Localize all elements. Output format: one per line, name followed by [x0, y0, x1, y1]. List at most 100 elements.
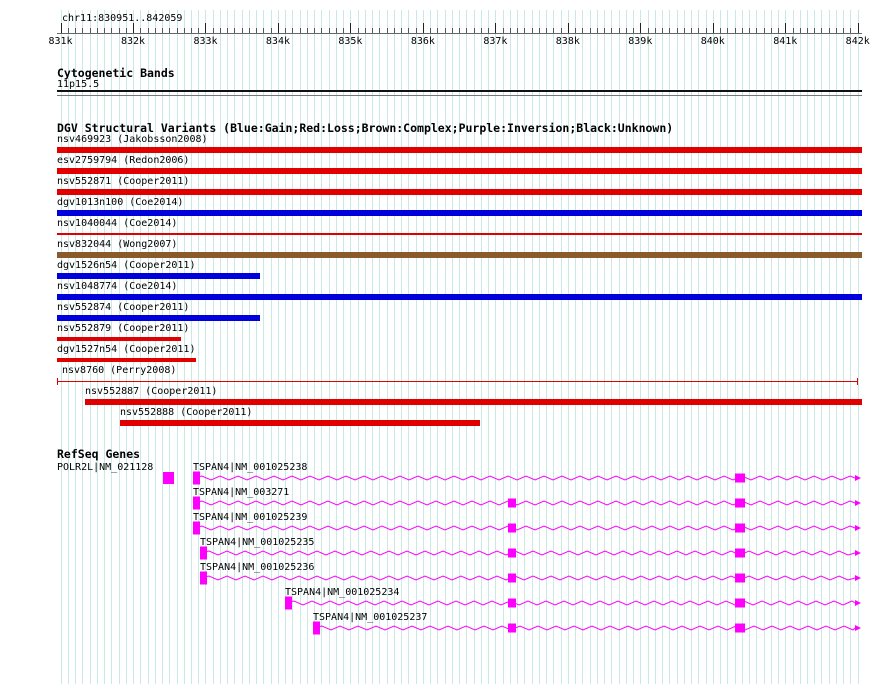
exon-box[interactable]: [735, 598, 745, 608]
grid-line: [763, 10, 765, 684]
variant-label[interactable]: dgv1013n100 (Coe2014): [57, 197, 184, 208]
ruler-tick: [190, 28, 192, 33]
variant-bar[interactable]: [57, 358, 196, 362]
grid-line: [125, 10, 127, 684]
variant-label[interactable]: nsv8760 (Perry2008): [62, 365, 177, 376]
grid-line: [205, 10, 207, 684]
grid-line: [495, 10, 497, 684]
variant-bar[interactable]: [57, 252, 862, 258]
exon-box[interactable]: [508, 498, 516, 508]
gene-label[interactable]: TSPAN4|NM_001025238: [193, 462, 308, 473]
ruler-tick: [219, 28, 221, 33]
variant-bar-end: [857, 378, 858, 385]
exon-box[interactable]: [200, 546, 207, 560]
exon-box[interactable]: [508, 623, 516, 633]
variant-bar[interactable]: [57, 381, 858, 382]
gene-glyph[interactable]: [192, 521, 861, 535]
exon-box[interactable]: [163, 472, 174, 484]
ruler-tick: [386, 28, 388, 33]
gene-label[interactable]: TSPAN4|NM_001025234: [285, 587, 400, 598]
ruler-tick: [335, 28, 337, 33]
variant-label[interactable]: nsv469923 (Jakobsson2008): [57, 134, 208, 145]
grid-line: [770, 10, 772, 684]
ruler-tick: [560, 28, 562, 33]
direction-arrow-icon: [855, 600, 861, 606]
exon-box[interactable]: [735, 498, 745, 508]
grid-line: [415, 10, 417, 684]
direction-arrow-icon: [855, 575, 861, 581]
variant-label[interactable]: esv2759794 (Redon2006): [57, 155, 190, 166]
ruler-tick: [60, 23, 62, 33]
ruler-tick: [437, 28, 439, 33]
variant-label[interactable]: nsv552888 (Cooper2011): [120, 407, 253, 418]
ruler-tick-label: 834k: [265, 36, 290, 47]
exon-box[interactable]: [735, 623, 745, 633]
exon-box[interactable]: [193, 521, 200, 535]
variant-bar[interactable]: [57, 189, 862, 195]
exon-box[interactable]: [508, 598, 516, 608]
gene-glyph[interactable]: [284, 596, 861, 610]
variant-bar[interactable]: [57, 168, 862, 174]
gene-glyph[interactable]: [192, 471, 861, 485]
ruler-tick: [133, 23, 135, 33]
grid-line: [466, 10, 468, 684]
ruler-tick: [256, 28, 258, 33]
variant-label[interactable]: nsv1048774 (Coe2014): [57, 281, 178, 292]
exon-box[interactable]: [313, 621, 320, 635]
gene-label[interactable]: TSPAN4|NM_001025235: [200, 537, 315, 548]
exon-box[interactable]: [735, 473, 745, 483]
grid-line: [386, 10, 388, 684]
gene-glyph[interactable]: [163, 472, 174, 484]
gene-label[interactable]: POLR2L|NM_021128: [57, 462, 154, 473]
exon-box[interactable]: [735, 548, 745, 558]
grid-line: [662, 10, 664, 684]
ruler-tick: [835, 28, 837, 33]
region-title: chr11:830951..842059: [62, 13, 183, 24]
exon-box[interactable]: [735, 523, 745, 533]
variant-bar[interactable]: [57, 337, 181, 341]
variant-label[interactable]: nsv552871 (Cooper2011): [57, 176, 190, 187]
grid-line: [451, 10, 453, 684]
exon-box[interactable]: [193, 496, 200, 510]
grid-line: [538, 10, 540, 684]
exon-box[interactable]: [508, 573, 516, 583]
gene-label[interactable]: TSPAN4|NM_001025239: [193, 512, 308, 523]
variant-label[interactable]: dgv1526n54 (Cooper2011): [57, 260, 196, 271]
exon-box[interactable]: [200, 571, 207, 585]
variant-bar[interactable]: [57, 294, 862, 300]
gene-label[interactable]: TSPAN4|NM_001025236: [200, 562, 315, 573]
ruler-tick: [538, 28, 540, 33]
gene-label[interactable]: TSPAN4|NM_003271: [193, 487, 290, 498]
variant-bar[interactable]: [57, 233, 862, 235]
variant-bar[interactable]: [120, 420, 480, 426]
gene-glyph[interactable]: [192, 496, 861, 510]
variant-label[interactable]: nsv552879 (Cooper2011): [57, 323, 190, 334]
variant-label[interactable]: nsv832044 (Wong2007): [57, 239, 178, 250]
exon-box[interactable]: [508, 548, 516, 558]
gene-glyph[interactable]: [312, 621, 861, 635]
direction-arrow-icon: [855, 525, 861, 531]
exon-box[interactable]: [508, 523, 516, 533]
ruler-tick: [430, 28, 432, 33]
grid-line: [488, 10, 490, 684]
variant-bar[interactable]: [85, 399, 862, 405]
grid-line: [778, 10, 779, 684]
exon-box[interactable]: [285, 596, 292, 610]
ruler-tick: [401, 28, 403, 33]
grid-line: [162, 10, 163, 684]
variant-label[interactable]: nsv1040044 (Coe2014): [57, 218, 178, 229]
variant-bar[interactable]: [57, 315, 260, 321]
variant-label[interactable]: nsv552874 (Cooper2011): [57, 302, 190, 313]
variant-bar[interactable]: [57, 273, 260, 279]
variant-label[interactable]: nsv552887 (Cooper2011): [85, 386, 218, 397]
variant-label[interactable]: dgv1527n54 (Cooper2011): [57, 344, 196, 355]
gene-glyph[interactable]: [199, 546, 861, 560]
exon-box[interactable]: [735, 573, 745, 583]
variant-bar[interactable]: [57, 210, 862, 216]
exon-box[interactable]: [193, 471, 200, 485]
ruler-tick: [444, 28, 446, 33]
gene-glyph[interactable]: [199, 571, 861, 585]
gene-label[interactable]: TSPAN4|NM_001025237: [313, 612, 428, 623]
variant-bar[interactable]: [57, 147, 862, 153]
cytoband-line-top: [57, 90, 862, 92]
